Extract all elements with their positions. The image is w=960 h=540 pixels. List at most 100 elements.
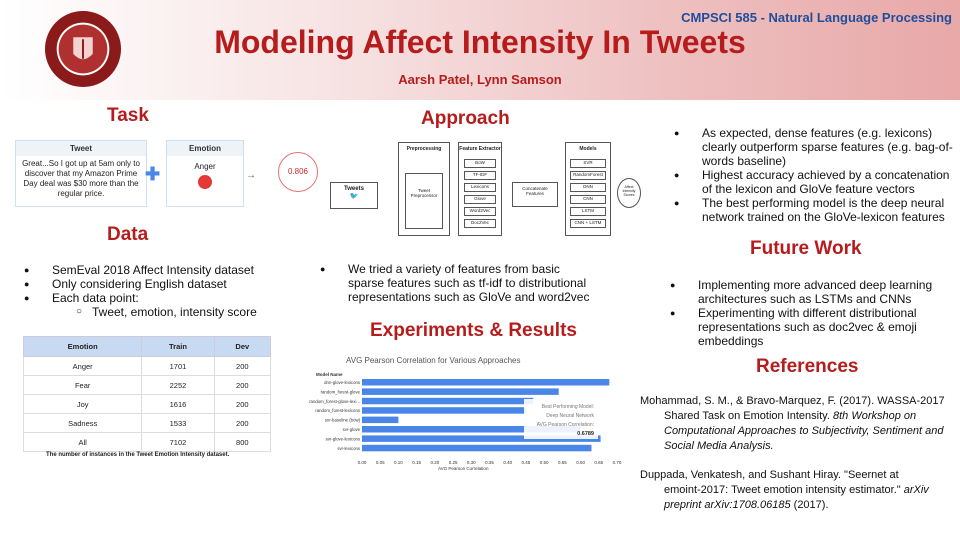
- bar: [362, 397, 534, 405]
- annotation-text: AVG Pearson Correlation:: [537, 422, 594, 428]
- bar: [362, 416, 399, 424]
- tweet-box: Tweet Great...So I got up at 5am only to…: [15, 140, 147, 207]
- table-header: Dev: [213, 336, 272, 357]
- x-tick-label: 0.70: [613, 460, 622, 465]
- bar: [362, 379, 610, 386]
- bar: [362, 388, 559, 395]
- approach-bullet: We tried a variety of features from basi…: [314, 262, 594, 304]
- reference-venue: arXiv preprint arXiv:1708.06185: [664, 484, 929, 511]
- reference-year: (2017).: [793, 499, 829, 511]
- x-tick-label: 0.50: [540, 460, 549, 465]
- table-cell: Fear: [22, 375, 143, 395]
- x-tick-label: 0.15: [412, 460, 421, 465]
- task-heading: Task: [107, 105, 149, 126]
- results-bullets: As expected, dense features (e.g. lexico…: [668, 126, 958, 224]
- bar: [362, 444, 592, 452]
- future-bullet: Experimenting with different distributio…: [664, 306, 954, 348]
- twitter-icon: 🐦: [349, 193, 359, 200]
- bar-label: svr-baseline (bow): [325, 418, 361, 423]
- approach-bullets: We tried a variety of features from basi…: [314, 262, 594, 304]
- data-bullet: Each data point:: [18, 291, 308, 305]
- table-cell: 1616: [141, 394, 215, 414]
- chart-xlabel: AVG Pearson Correlation: [438, 466, 489, 471]
- models-node: Models SVR RandomForest DNN CNN LSTM CNN…: [565, 142, 611, 236]
- results-bullet: As expected, dense features (e.g. lexico…: [668, 126, 958, 168]
- tweets-label: Tweets: [344, 186, 364, 192]
- table-cell: Sadness: [22, 413, 143, 433]
- bar-label: random_forest-glove: [321, 389, 361, 394]
- table-cell: 800: [213, 432, 272, 452]
- bar: [362, 435, 601, 442]
- feature-box: Doc2Vec: [464, 219, 496, 228]
- intensity-score: 0.806: [278, 152, 318, 192]
- bar-label: svr-lexicons: [337, 446, 360, 451]
- x-tick-label: 0.45: [522, 460, 531, 465]
- model-box: LSTM: [570, 207, 606, 216]
- x-tick-label: 0.30: [467, 460, 476, 465]
- table-cell: Joy: [22, 394, 143, 414]
- tweet-text: Great...So I got up at 5am only to disco…: [22, 159, 140, 198]
- dataset-table: Emotion Train Dev Anger 1701 200 Fear 2252 2…: [22, 336, 272, 452]
- table-cell: 200: [213, 394, 272, 414]
- tweet-label: Tweet: [16, 141, 146, 156]
- table-cell: All: [22, 432, 143, 452]
- table-cell: Anger: [22, 356, 143, 376]
- course-name: CMPSCI 585 - Natural Language Processing: [681, 10, 952, 25]
- results-bullet: The best performing model is the deep ne…: [668, 196, 958, 224]
- preprocessor-box: Tweet Preprocessor: [405, 173, 443, 229]
- feature-extractor-node: Feature Extractor BoW TF-IDF Lexicons Gl…: [458, 142, 502, 236]
- data-heading: Data: [107, 224, 149, 245]
- chart-title: AVG Pearson Correlation for Various Appr…: [346, 356, 520, 365]
- reference-text: Shared Task on Emotion Intensity.: [664, 410, 830, 422]
- reference-text: emoint-2017: Tweet emotion intensity est…: [664, 484, 901, 496]
- bar-label: dnn-glove-lexicons: [324, 380, 360, 385]
- pearson-chart: AVG Pearson Correlation for Various Appr…: [309, 356, 622, 471]
- angry-emoji-icon: [198, 175, 212, 189]
- bar-label: random_forest-lexicons: [315, 408, 360, 413]
- annotation-text: Deep Neural Network: [546, 413, 594, 419]
- feature-box: Glove: [464, 195, 496, 204]
- x-tick-label: 0.40: [503, 460, 512, 465]
- models-header: Models: [579, 146, 597, 152]
- data-bullet: Only considering English dataset: [18, 277, 308, 291]
- poster-title: Modeling Affect Intensity In Tweets: [214, 24, 746, 60]
- x-tick-label: 0.10: [394, 460, 403, 465]
- table-cell: 200: [213, 375, 272, 395]
- model-box: CNN + LSTM: [570, 219, 606, 228]
- model-box: DNN: [570, 183, 606, 192]
- bar: [362, 407, 526, 414]
- data-sub-bullet: Tweet, emotion, intensity score: [18, 305, 308, 319]
- output-node: Affect intensity Scores: [617, 178, 641, 208]
- concat-node: Concatenate Features: [512, 182, 558, 207]
- table-header: Train: [141, 336, 215, 357]
- feature-box: TF-IDF: [464, 171, 496, 180]
- header-banner: [0, 0, 960, 100]
- table-caption: The number of instances in the Tweet Emo…: [46, 452, 230, 458]
- emotion-label: Emotion: [167, 141, 243, 156]
- umass-seal-icon: [44, 10, 122, 88]
- bar-label: random_forest-glove-lexi...: [309, 399, 360, 404]
- preprocessing-header: Preprocessing: [406, 146, 442, 152]
- data-bullet: SemEval 2018 Affect Intensity dataset: [18, 263, 308, 277]
- reference-1: Mohammad, S. M., & Bravo-Marquez, F. (20…: [640, 394, 950, 454]
- table-row: All 7102 800: [22, 432, 272, 452]
- feature-box: BoW: [464, 159, 496, 168]
- feature-box: Lexicons: [464, 183, 496, 192]
- plus-icon: ✚: [145, 164, 161, 184]
- table-header: Emotion: [22, 336, 143, 357]
- table-row: Joy 1616 200: [22, 394, 272, 414]
- reference-venue: 8th Workshop on Computational Approaches…: [664, 410, 944, 452]
- table-cell: 1701: [141, 356, 215, 376]
- emotion-box: Emotion Anger: [166, 140, 244, 207]
- approach-heading: Approach: [421, 108, 510, 129]
- authors: Aarsh Patel, Lynn Samson: [398, 72, 562, 87]
- x-tick-label: 0.25: [449, 460, 458, 465]
- future-heading: Future Work: [750, 238, 862, 259]
- table-cell: 200: [213, 413, 272, 433]
- table-cell: 7102: [141, 432, 215, 452]
- model-box: SVR: [570, 159, 606, 168]
- annotation-text: 0.6789: [577, 431, 594, 437]
- model-box: CNN: [570, 195, 606, 204]
- x-tick-label: 0.60: [576, 460, 585, 465]
- x-tick-label: 0.20: [430, 460, 439, 465]
